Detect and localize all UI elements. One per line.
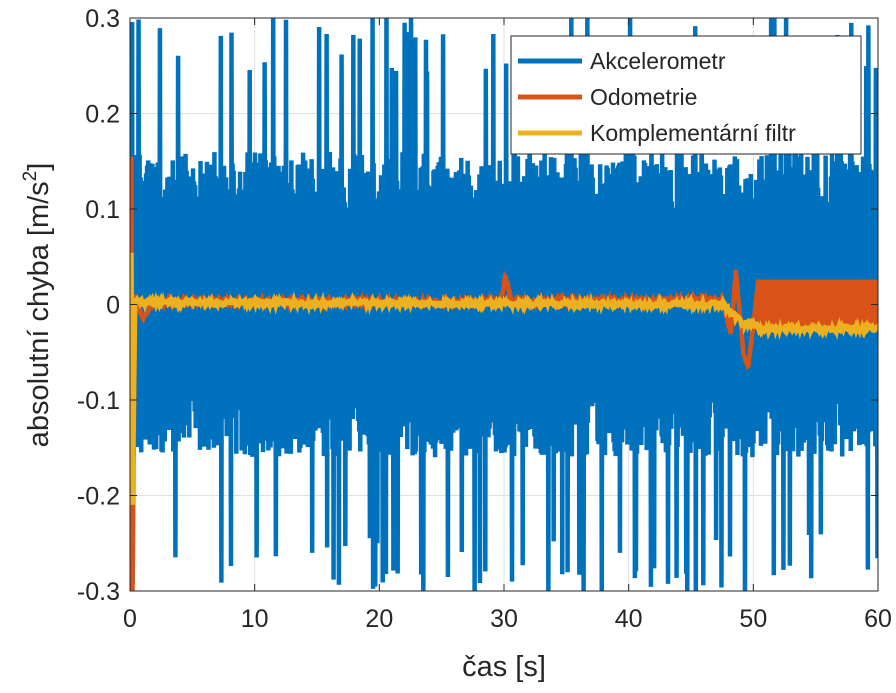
series-komplementarni-filtr-line <box>130 252 878 505</box>
legend-label: Akcelerometr <box>590 48 726 74</box>
x-tick-label: 50 <box>739 605 767 633</box>
y-axis-title: absolutní chyba [m/s2] <box>20 163 55 448</box>
x-tick-label: 30 <box>490 605 518 633</box>
y-tick-label: -0.2 <box>77 483 120 511</box>
x-tick-label: 20 <box>365 605 393 633</box>
y-axis-title-sup: 2 <box>20 171 41 182</box>
x-tick-label: 0 <box>123 605 137 633</box>
legend: Akcelerometr Odometrie Komplementární filt… <box>510 35 862 155</box>
series-akcelerometr-line <box>130 18 878 591</box>
legend-label: Komplementární filtr <box>590 120 796 146</box>
y-tick-label: -0.3 <box>77 578 120 606</box>
y-tick-label: 0.2 <box>85 101 120 129</box>
legend-label: Odometrie <box>590 84 697 110</box>
y-tick-label: 0.1 <box>85 196 120 224</box>
x-tick-label: 40 <box>615 605 643 633</box>
x-tick-label: 60 <box>864 605 892 633</box>
y-tick-label: 0 <box>106 292 120 320</box>
y-axis-title-main: absolutní chyba [m/s <box>23 181 55 447</box>
x-axis-title: čas [s] <box>462 651 546 683</box>
y-axis-title-close: ] <box>23 163 55 171</box>
y-tick-label: -0.1 <box>77 387 120 415</box>
y-tick-label: 0.3 <box>85 5 120 33</box>
x-tick-label: 10 <box>241 605 269 633</box>
